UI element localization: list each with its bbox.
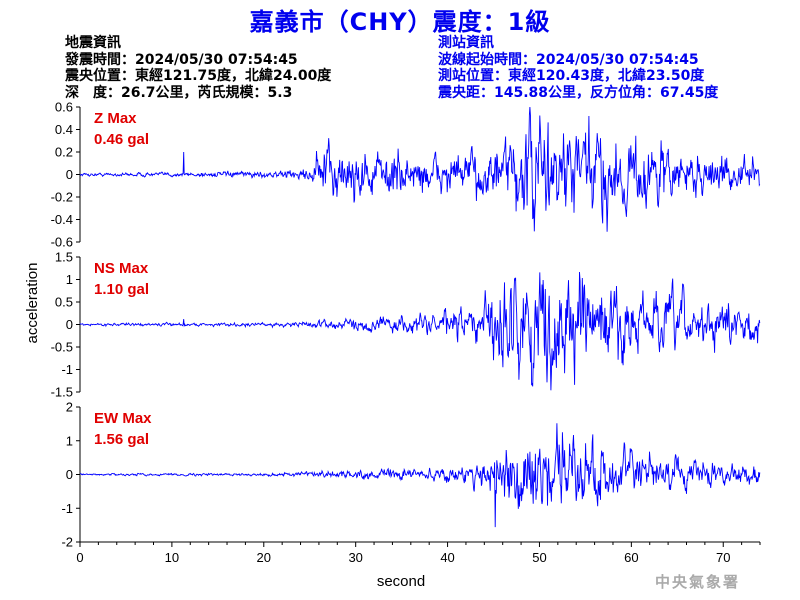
x-tick-label: 0 (76, 550, 83, 565)
page-title: 嘉義市（CHY）震度：1級 (249, 8, 551, 36)
max-value-ns: 1.10 gal (94, 281, 149, 298)
y-axis-title: acceleration (24, 263, 41, 344)
wave-start-time: 波線起始時間：2024/05/30 07:54:45 (438, 51, 699, 68)
waveform-z (79, 106, 761, 232)
distance-azimuth: 震央距：145.88公里，反方位角：67.45度 (438, 84, 719, 101)
depth-magnitude: 深 度：26.7公里，芮氏規模：5.3 (65, 84, 293, 101)
station-info-heading: 測站資訊 (438, 35, 494, 51)
max-label-ew: EW Max (94, 410, 152, 427)
y-tick-label: 1 (66, 433, 73, 448)
y-tick-label: 0.6 (55, 100, 73, 115)
y-tick-label: -1.5 (51, 385, 73, 400)
waveform-ns (79, 271, 761, 391)
y-tick-label: -1 (61, 501, 73, 516)
y-tick-label: -0.4 (51, 212, 73, 227)
y-tick-label: -1 (61, 362, 73, 377)
x-tick-label: 10 (165, 550, 179, 565)
y-tick-label: -0.2 (51, 190, 73, 205)
y-tick-label: 0.4 (55, 122, 73, 137)
max-label-ns: NS Max (94, 260, 149, 277)
station-info: 測站資訊 波線起始時間：2024/05/30 07:54:45 測站位置：東經1… (438, 35, 718, 101)
max-value-ew: 1.56 gal (94, 431, 149, 448)
y-tick-label: -0.5 (51, 340, 73, 355)
y-tick-label: 1 (66, 272, 73, 287)
y-tick-label: 0 (66, 317, 73, 332)
y-tick-label: 0.5 (55, 295, 73, 310)
x-tick-label: 50 (532, 550, 546, 565)
max-value-z: 0.46 gal (94, 131, 149, 148)
y-tick-label: 0 (66, 167, 73, 182)
y-tick-label: -2 (61, 535, 73, 550)
x-tick-label: 20 (257, 550, 271, 565)
y-tick-label: 0 (66, 467, 73, 482)
x-tick-label: 40 (440, 550, 454, 565)
y-tick-label: 2 (66, 400, 73, 415)
epicenter-location: 震央位置：東經121.75度，北緯24.00度 (65, 68, 332, 84)
x-tick-label: 30 (348, 550, 362, 565)
earthquake-info-heading: 地震資訊 (65, 35, 121, 51)
x-tick-label: 70 (716, 550, 730, 565)
max-label-z: Z Max (94, 110, 137, 127)
origin-time: 發震時間：2024/05/30 07:54:45 (65, 51, 298, 68)
y-tick-label: -0.6 (51, 235, 73, 250)
x-axis-title: second (377, 573, 425, 590)
earthquake-info: 地震資訊 發震時間：2024/05/30 07:54:45 震央位置：東經121… (65, 35, 331, 101)
y-tick-label: 1.5 (55, 250, 73, 265)
y-tick-label: 0.2 (55, 145, 73, 160)
x-tick-label: 60 (624, 550, 638, 565)
station-location: 測站位置：東經120.43度，北緯23.50度 (438, 68, 705, 84)
waveform-ew (80, 423, 761, 528)
agency-watermark: 中央氣象署 (655, 573, 741, 591)
